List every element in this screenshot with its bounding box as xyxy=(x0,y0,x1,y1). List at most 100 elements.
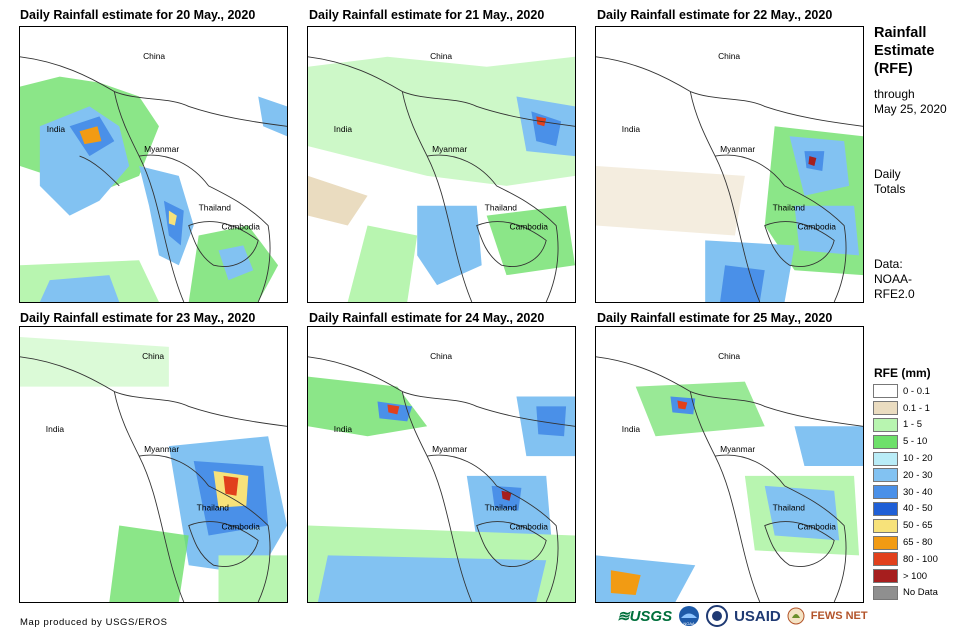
panel-title-20-may: Daily Rainfall estimate for 20 May., 202… xyxy=(20,8,256,22)
legend: 0 - 0.1 0.1 - 1 1 - 5 5 - 10 10 - 20 20 - 30 3… xyxy=(873,383,938,601)
legend-label: 50 - 65 xyxy=(903,520,933,532)
legend-label: 10 - 20 xyxy=(903,453,933,465)
place-label-thailand: Thailand xyxy=(199,203,232,213)
rainfall-map-22-may: China India Myanmar Thailand Cambodia xyxy=(595,26,864,303)
place-label-cambodia: Cambodia xyxy=(797,222,836,232)
panel-title-24-may: Daily Rainfall estimate for 24 May., 202… xyxy=(309,311,545,325)
legend-label: 20 - 30 xyxy=(903,469,933,481)
place-label-thailand: Thailand xyxy=(485,503,518,513)
rainfall-field xyxy=(596,381,863,602)
place-label-india: India xyxy=(334,424,353,434)
rainfall-map-20-may: China India Myanmar Thailand Cambodia xyxy=(19,26,288,303)
legend-swatch xyxy=(873,468,898,483)
place-label-myanmar: Myanmar xyxy=(720,144,755,154)
footer-credit: Map produced by USGS/EROS xyxy=(20,617,168,628)
legend-swatch xyxy=(873,384,898,399)
totals-line: Totals xyxy=(874,182,906,196)
place-label-cambodia: Cambodia xyxy=(221,222,260,232)
daily-line: Daily xyxy=(874,167,901,181)
legend-label: 1 - 5 xyxy=(903,419,923,431)
place-label-cambodia: Cambodia xyxy=(797,522,836,532)
side-title-line: Estimate xyxy=(874,43,935,59)
panel-title-21-may: Daily Rainfall estimate for 21 May., 202… xyxy=(309,8,545,22)
legend-item: No Data xyxy=(873,585,938,602)
rainfall-map-25-may: China India Myanmar Thailand Cambodia xyxy=(595,326,864,603)
legend-label: 0 - 0.1 xyxy=(903,385,930,397)
svg-text:NOAA: NOAA xyxy=(683,621,695,626)
legend-label: > 100 xyxy=(903,570,928,582)
legend-swatch xyxy=(873,585,898,600)
legend-swatch xyxy=(873,401,898,416)
through-date: through May 25, 2020 xyxy=(874,87,947,117)
legend-item: 10 - 20 xyxy=(873,450,938,467)
legend-item: 50 - 65 xyxy=(873,517,938,534)
place-label-thailand: Thailand xyxy=(773,503,806,513)
panel-title-25-may: Daily Rainfall estimate for 25 May., 202… xyxy=(597,311,833,325)
place-label-india: India xyxy=(334,124,353,134)
data-source: Data: NOAA- RFE2.0 xyxy=(874,257,915,302)
place-label-myanmar: Myanmar xyxy=(144,444,179,454)
rainfall-map-23-may: China India Myanmar Thailand Cambodia xyxy=(19,326,288,603)
through-label: through xyxy=(874,87,915,101)
legend-item: 40 - 50 xyxy=(873,501,938,518)
usgs-logo: ≋USGS xyxy=(617,608,673,625)
legend-swatch xyxy=(873,501,898,516)
data-source-label: Data: xyxy=(874,257,903,271)
place-label-china: China xyxy=(430,51,452,61)
place-label-cambodia: Cambodia xyxy=(509,222,548,232)
legend-label: 40 - 50 xyxy=(903,503,933,515)
place-label-thailand: Thailand xyxy=(197,503,230,513)
rainfall-field xyxy=(596,126,863,302)
agency-logos: ≋USGS NOAA USAID FEWS NET xyxy=(617,605,868,627)
data-source-line: RFE2.0 xyxy=(874,287,915,301)
place-label-cambodia: Cambodia xyxy=(221,522,260,532)
side-title-line: Rainfall xyxy=(874,25,927,41)
place-label-india: India xyxy=(46,424,65,434)
panel-title-23-may: Daily Rainfall estimate for 23 May., 202… xyxy=(20,311,256,325)
side-title: Rainfall Estimate (RFE) xyxy=(874,24,934,78)
place-label-india: India xyxy=(47,124,66,134)
place-label-thailand: Thailand xyxy=(485,203,518,213)
legend-swatch xyxy=(873,417,898,432)
place-label-china: China xyxy=(143,51,165,61)
place-label-china: China xyxy=(718,51,740,61)
legend-swatch xyxy=(873,535,898,550)
legend-swatch xyxy=(873,434,898,449)
place-label-myanmar: Myanmar xyxy=(432,444,467,454)
rainfall-field xyxy=(20,336,287,602)
usaid-seal-icon xyxy=(706,605,729,627)
legend-item: > 100 xyxy=(873,568,938,585)
legend-label: 80 - 100 xyxy=(903,553,938,565)
legend-item: 80 - 100 xyxy=(873,551,938,568)
legend-item: 30 - 40 xyxy=(873,484,938,501)
place-label-myanmar: Myanmar xyxy=(144,144,179,154)
rainfall-map-21-may: China India Myanmar Thailand Cambodia xyxy=(307,26,576,303)
rainfall-field xyxy=(20,76,287,302)
daily-totals: Daily Totals xyxy=(874,167,905,197)
legend-item: 65 - 80 xyxy=(873,534,938,551)
legend-item: 20 - 30 xyxy=(873,467,938,484)
noaa-logo: NOAA xyxy=(679,606,700,626)
country-borders xyxy=(20,56,287,302)
data-source-line: NOAA- xyxy=(874,272,913,286)
legend-item: 5 - 10 xyxy=(873,433,938,450)
place-label-china: China xyxy=(718,351,740,361)
place-label-thailand: Thailand xyxy=(773,203,806,213)
legend-item: 0 - 0.1 xyxy=(873,383,938,400)
place-label-india: India xyxy=(622,424,641,434)
place-label-china: China xyxy=(142,351,164,361)
legend-swatch xyxy=(873,552,898,567)
legend-label: No Data xyxy=(903,587,938,599)
legend-label: 5 - 10 xyxy=(903,436,928,448)
legend-item: 0.1 - 1 xyxy=(873,400,938,417)
panel-title-22-may: Daily Rainfall estimate for 22 May., 202… xyxy=(597,8,833,22)
place-label-myanmar: Myanmar xyxy=(432,144,467,154)
side-title-line: (RFE) xyxy=(874,61,913,77)
fews-net-logo: FEWS NET xyxy=(810,610,868,622)
rainfall-field xyxy=(308,376,575,602)
usaid-logo: USAID xyxy=(734,607,781,625)
legend-label: 65 - 80 xyxy=(903,537,933,549)
place-label-myanmar: Myanmar xyxy=(720,444,755,454)
legend-title: RFE (mm) xyxy=(874,366,931,380)
legend-swatch xyxy=(873,451,898,466)
